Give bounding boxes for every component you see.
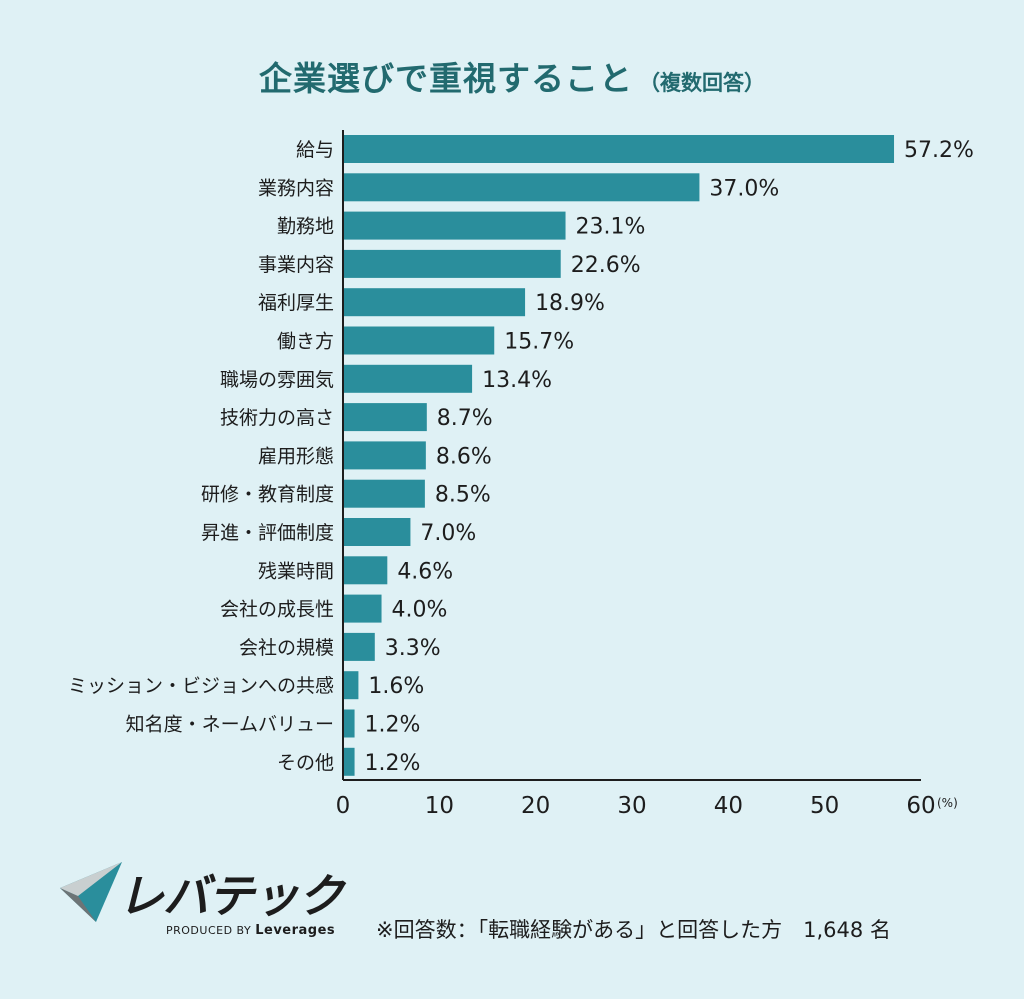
brand-logo-icon bbox=[60, 862, 122, 922]
category-label: 昇進・評価制度 bbox=[201, 522, 334, 544]
x-tick-label: 0 bbox=[336, 793, 351, 819]
value-label: 3.3% bbox=[385, 636, 441, 661]
brand-company: Leverages bbox=[255, 923, 336, 938]
bar bbox=[343, 364, 473, 393]
category-label: 勤務地 bbox=[277, 216, 334, 238]
value-label: 7.0% bbox=[420, 521, 476, 546]
bar bbox=[343, 632, 375, 661]
x-tick-label: 20 bbox=[521, 793, 550, 819]
bar bbox=[343, 211, 566, 240]
bar bbox=[343, 594, 382, 623]
value-label: 8.7% bbox=[437, 406, 493, 431]
bar-chart: 給与 57.2% 業務内容 37.0% 勤務地 23.1% 事業内容 22.6% 福利厚生 18.… bbox=[68, 130, 974, 819]
x-tick-label: 10 bbox=[425, 793, 454, 819]
category-label: 残業時間 bbox=[258, 560, 334, 582]
x-tick-label: 40 bbox=[714, 793, 743, 819]
bar bbox=[343, 479, 425, 508]
category-label: 福利厚生 bbox=[258, 292, 334, 314]
bar bbox=[343, 747, 355, 776]
footnote: ※回答数：「転職経験がある」と回答した方 1,648 名 bbox=[376, 918, 891, 942]
category-label: 事業内容 bbox=[258, 254, 334, 276]
category-label: その他 bbox=[277, 752, 334, 774]
value-label: 37.0% bbox=[709, 176, 779, 201]
value-label: 8.5% bbox=[435, 483, 491, 508]
x-tick-label: 30 bbox=[617, 793, 646, 819]
value-label: 1.2% bbox=[365, 751, 421, 776]
bar bbox=[343, 671, 359, 700]
chart-title-sub: （複数回答） bbox=[639, 71, 765, 95]
bar bbox=[343, 518, 411, 546]
category-label: 知名度・ネームバリュー bbox=[126, 714, 334, 736]
category-label: 会社の規模 bbox=[239, 637, 334, 659]
bar bbox=[343, 135, 895, 163]
category-label: 雇用形態 bbox=[258, 445, 334, 467]
chart-title-main: 企業選びで重視すること bbox=[259, 59, 633, 98]
bar bbox=[343, 249, 561, 278]
category-label: 職場の雰囲気 bbox=[220, 369, 334, 391]
category-label: ミッション・ビジョンへの共感 bbox=[68, 675, 334, 697]
value-label: 1.6% bbox=[368, 674, 424, 699]
brand-name: レバテック bbox=[118, 869, 344, 923]
value-label: 1.2% bbox=[365, 713, 421, 738]
bar bbox=[343, 403, 427, 432]
value-label: 8.6% bbox=[436, 444, 492, 469]
value-label: 18.9% bbox=[535, 291, 605, 316]
bar bbox=[343, 326, 495, 355]
value-label: 15.7% bbox=[504, 330, 574, 355]
category-label: 研修・教育制度 bbox=[201, 484, 334, 506]
category-label: 会社の成長性 bbox=[220, 599, 334, 621]
value-label: 13.4% bbox=[482, 368, 552, 393]
brand-produced-label: PRODUCED BY bbox=[166, 924, 252, 937]
bar bbox=[343, 441, 426, 470]
brand-produced-by: PRODUCED BY Leverages bbox=[166, 923, 335, 938]
category-label: 働き方 bbox=[277, 331, 334, 353]
category-label: 給与 bbox=[296, 139, 334, 161]
bar bbox=[343, 709, 355, 738]
value-label: 57.2% bbox=[904, 138, 974, 163]
bar bbox=[343, 288, 526, 317]
value-label: 4.0% bbox=[392, 598, 448, 623]
bar bbox=[343, 173, 700, 202]
value-label: 4.6% bbox=[397, 559, 453, 584]
x-tick-label: 60 bbox=[906, 793, 935, 819]
value-label: 22.6% bbox=[571, 253, 641, 278]
category-label: 業務内容 bbox=[258, 177, 334, 199]
chart-title: 企業選びで重視すること （複数回答） bbox=[0, 52, 1024, 100]
bar bbox=[343, 556, 388, 585]
value-label: 23.1% bbox=[576, 215, 646, 240]
category-label: 技術力の高さ bbox=[220, 407, 334, 429]
x-tick-label: 50 bbox=[810, 793, 839, 819]
x-unit-label: (%) bbox=[937, 796, 958, 810]
